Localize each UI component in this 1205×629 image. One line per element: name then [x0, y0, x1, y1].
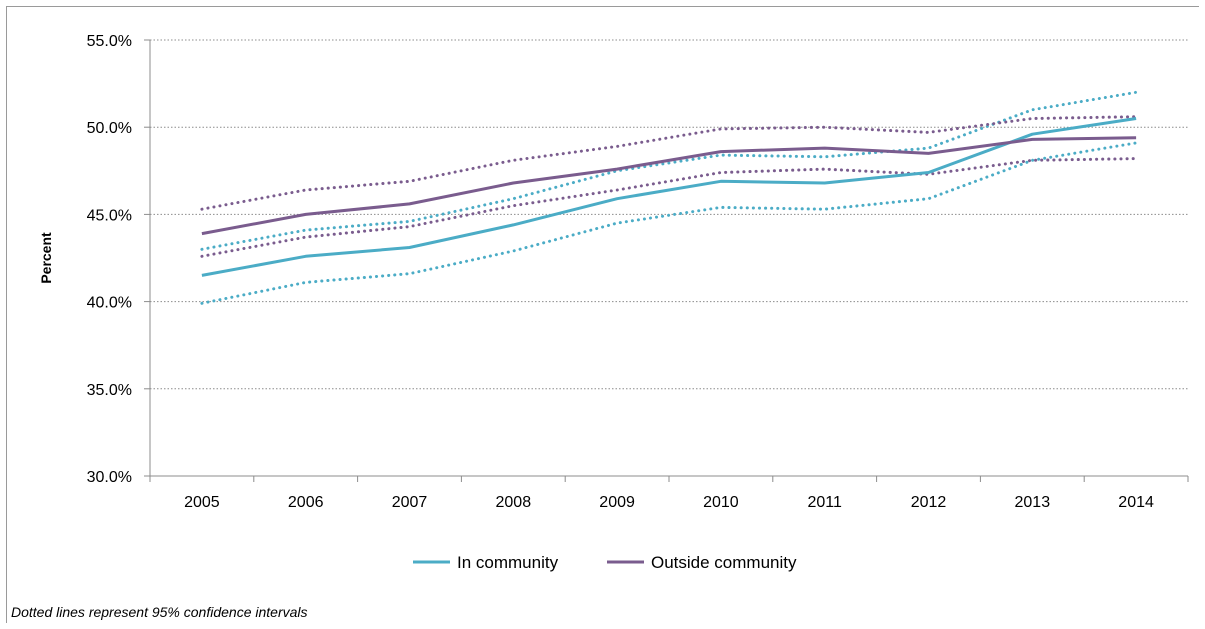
- legend-label: In community: [457, 553, 559, 572]
- series-group: [200, 90, 1138, 305]
- x-tick-label: 2006: [288, 494, 324, 511]
- legend-label: Outside community: [651, 553, 797, 572]
- x-tick-label: 2013: [1015, 494, 1051, 511]
- x-tick-label: 2014: [1118, 494, 1154, 511]
- in-community-ci-lower-line: [200, 141, 1138, 305]
- x-tick-label: 2009: [599, 494, 635, 511]
- y-tick-label: 50.0%: [87, 120, 132, 137]
- legend: In community Outside community: [413, 553, 797, 572]
- tick-labels: 55.0% 50.0% 45.0% 40.0% 35.0% 30.0% 2005 2006 20…: [87, 33, 1154, 511]
- in-community-ci-upper-line: [200, 90, 1138, 251]
- footnote: Dotted lines represent 95% confidence in…: [11, 604, 308, 620]
- outside-community-line: [201, 136, 1137, 236]
- x-tick-label: 2007: [392, 494, 428, 511]
- y-tick-label: 55.0%: [87, 33, 132, 50]
- axes: [144, 39, 1189, 482]
- y-tick-label: 40.0%: [87, 295, 132, 312]
- in-community-line: [201, 117, 1137, 277]
- x-tick-label: 2010: [703, 494, 739, 511]
- x-tick-label: 2005: [184, 494, 220, 511]
- outside-community-ci-upper-line: [200, 115, 1138, 211]
- x-tick-label: 2012: [911, 494, 947, 511]
- y-tick-label: 35.0%: [87, 382, 132, 399]
- y-tick-label: 45.0%: [87, 207, 132, 224]
- x-tick-label: 2011: [807, 494, 842, 511]
- y-tick-label: 30.0%: [87, 469, 132, 486]
- x-tick-label: 2008: [496, 494, 532, 511]
- chart-frame: [6, 6, 1199, 623]
- outside-community-ci-lower-line: [200, 157, 1138, 258]
- y-axis-label: Percent: [38, 232, 54, 284]
